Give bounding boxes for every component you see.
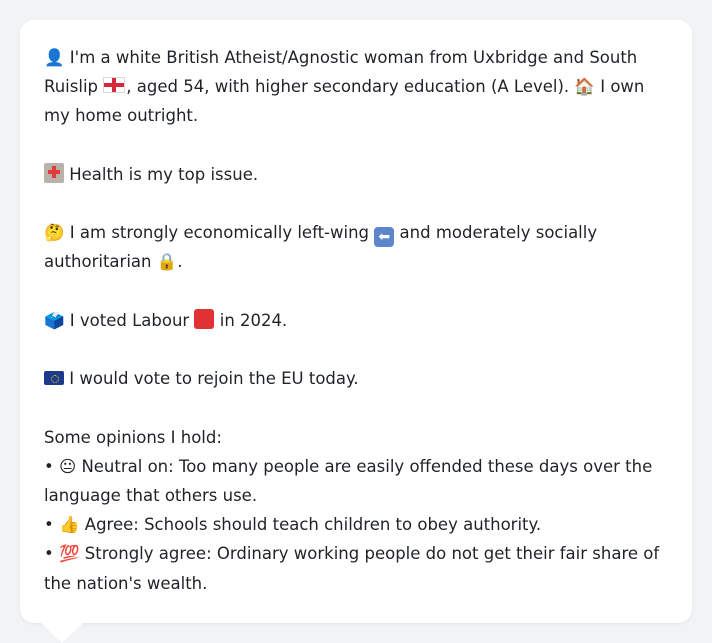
health-text: Health is my top issue. [69, 164, 259, 184]
neutral-face-icon: 😐 [58, 456, 77, 476]
identity-text: I'm a white British Atheist/Agnostic wom… [44, 48, 638, 97]
opinion-text: Agree: Schools should teach children to … [84, 515, 542, 535]
vote-text-b: in 2024. [219, 310, 288, 330]
eu-text: I would vote to rejoin the EU today. [69, 369, 359, 389]
lock-icon: 🔒 [156, 252, 178, 272]
economic-text: I am strongly economically left-wing [69, 223, 370, 243]
bullet-marker: • [44, 515, 54, 535]
thumbs-up-icon: 👍 [58, 515, 80, 535]
social-text: and moderately socially authoritarian [44, 223, 598, 272]
opinion-item: • 😐 Neutral on: Too many people are easi… [44, 452, 668, 510]
person-icon: 👤 [44, 48, 65, 67]
ballot-box-icon: 🗳️ [44, 310, 65, 330]
hundred-points-icon: 💯 [58, 544, 80, 564]
opinion-item: • 👍 Agree: Schools should teach children… [44, 510, 668, 539]
vote-text-a: I voted Labour [69, 310, 190, 330]
thinking-face-icon: 🤔 [44, 223, 65, 243]
eu-paragraph: I would vote to rejoin the EU today. [44, 364, 668, 393]
hospital-icon [44, 162, 64, 183]
bullet-marker: • [44, 456, 54, 476]
england-flag-icon [103, 77, 126, 94]
eu-flag-icon [44, 371, 64, 386]
opinions-heading: Some opinions I hold: [44, 427, 222, 447]
politics-period: . [177, 252, 183, 272]
opinion-text: Neutral on: Too many people are easily o… [44, 456, 653, 505]
red-square-icon [194, 308, 215, 329]
opinion-text: Strongly agree: Ordinary working people … [44, 544, 660, 593]
vote-paragraph: 🗳️ I voted Labour in 2024. [44, 306, 668, 335]
health-paragraph: Health is my top issue. [44, 160, 668, 189]
bullet-marker: • [44, 544, 54, 564]
age-education-text: , aged 54, with higher secondary educati… [126, 77, 570, 97]
opinion-item: • 💯 Strongly agree: Ordinary working peo… [44, 539, 668, 597]
politics-paragraph: 🤔 I am strongly economically left-wing ⬅… [44, 218, 668, 276]
home-ownership-text: I own my home outright. [44, 77, 645, 126]
left-arrow-icon: ⬅ [374, 227, 395, 248]
identity-paragraph: 👤 I'm a white British Atheist/Agnostic w… [44, 43, 668, 131]
bubble-tail [40, 622, 84, 643]
profile-message-bubble: 👤 I'm a white British Atheist/Agnostic w… [20, 20, 692, 623]
house-icon: 🏠 [574, 77, 595, 97]
